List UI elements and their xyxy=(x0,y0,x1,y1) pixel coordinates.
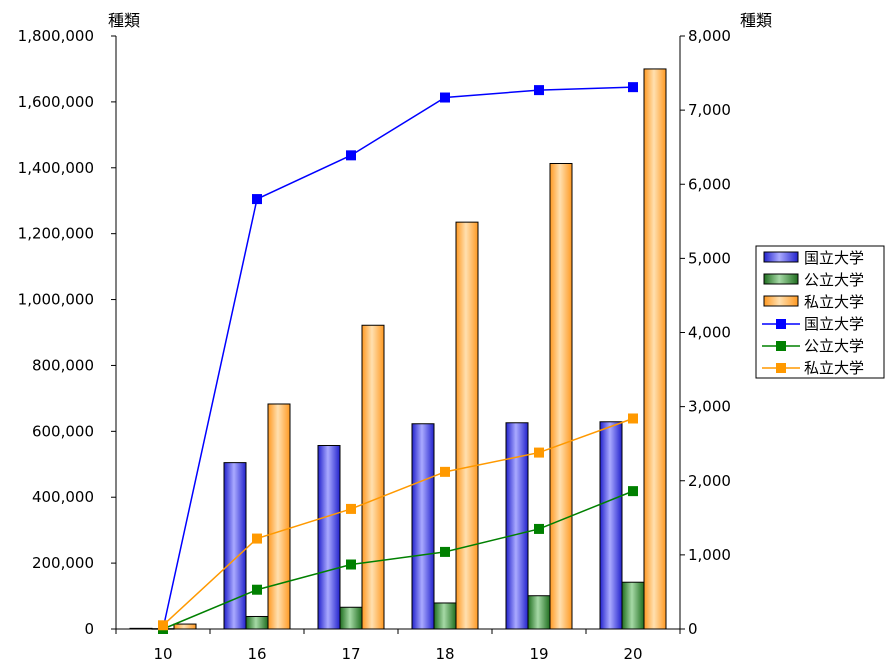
bar-2 xyxy=(245,615,269,630)
line-point-3 xyxy=(628,413,638,424)
bar-2 xyxy=(339,606,363,630)
lines-layer xyxy=(158,82,638,634)
left-tick-label: 400,000 xyxy=(32,488,94,506)
left-tick-label: 1,600,000 xyxy=(18,93,94,111)
x-tick-label: 17 xyxy=(341,645,360,663)
right-tick-label: 1,000 xyxy=(688,546,731,564)
line-point-3 xyxy=(346,503,356,514)
bar-1 xyxy=(129,627,153,630)
bar-1 xyxy=(317,444,341,630)
bar-2 xyxy=(621,581,645,630)
line-series-1 xyxy=(162,86,634,630)
right-axis-unit: 種類 xyxy=(740,11,772,30)
left-tick-label: 800,000 xyxy=(32,356,94,374)
left-tick-label: 600,000 xyxy=(32,422,94,440)
legend-box xyxy=(755,245,885,379)
legend-label: 私立大学 xyxy=(804,359,864,377)
legend-label: 公立大学 xyxy=(804,271,864,289)
bar-3 xyxy=(643,68,667,630)
line-point-2 xyxy=(252,584,262,595)
right-tick-label: 0 xyxy=(688,620,698,638)
axes: 0 200,000 400,000 600,000 800,000 1,000,000 1,… xyxy=(18,11,772,663)
line-point-1 xyxy=(252,194,262,205)
line-point-2 xyxy=(534,523,544,534)
legend-bar-swatch xyxy=(763,295,799,307)
line-point-3 xyxy=(158,620,168,631)
legend-label: 国立大学 xyxy=(804,249,864,267)
legend-bar-swatch xyxy=(763,251,799,263)
left-tick-label: 1,200,000 xyxy=(18,225,94,243)
right-tick-label: 3,000 xyxy=(688,398,731,416)
line-point-1 xyxy=(628,82,638,93)
x-tick-label: 10 xyxy=(153,645,172,663)
right-tick-label: 4,000 xyxy=(688,324,731,342)
legend-bar-swatch xyxy=(763,273,799,285)
bar-3 xyxy=(267,403,291,630)
line-point-2 xyxy=(346,559,356,570)
x-tick-label: 19 xyxy=(529,645,548,663)
line-point-1 xyxy=(534,85,544,96)
line-series-2 xyxy=(162,490,634,630)
bar-3 xyxy=(549,162,573,630)
x-tick-label: 18 xyxy=(435,645,454,663)
right-tick-label: 2,000 xyxy=(688,472,731,490)
bar-3 xyxy=(361,324,385,630)
bar-2 xyxy=(433,602,457,630)
bar-1 xyxy=(223,462,247,630)
legend-marker xyxy=(776,341,786,351)
bars-layer xyxy=(129,68,667,630)
right-tick-label: 5,000 xyxy=(688,249,731,267)
legend-label: 私立大学 xyxy=(804,293,864,311)
left-tick-label: 1,800,000 xyxy=(18,27,94,45)
line-point-1 xyxy=(346,150,356,161)
legend-marker xyxy=(776,319,786,329)
line-point-1 xyxy=(440,92,450,103)
line-point-2 xyxy=(628,486,638,497)
left-axis-unit: 種類 xyxy=(108,11,140,30)
left-tick-label: 1,000,000 xyxy=(18,291,94,309)
bar-3 xyxy=(455,221,479,630)
line-series-3 xyxy=(162,417,634,626)
line-point-3 xyxy=(534,447,544,458)
x-tick-label: 20 xyxy=(623,645,642,663)
left-tick-label: 0 xyxy=(84,620,94,638)
bar-2 xyxy=(527,595,551,630)
legend-label: 公立大学 xyxy=(804,337,864,355)
right-tick-label: 6,000 xyxy=(688,175,731,193)
right-tick-label: 7,000 xyxy=(688,101,731,119)
line-point-2 xyxy=(440,546,450,557)
line-point-3 xyxy=(252,533,262,544)
bar-1 xyxy=(505,422,529,630)
bar-3 xyxy=(173,623,197,630)
x-tick-label: 16 xyxy=(247,645,266,663)
bar-1 xyxy=(411,423,435,630)
left-tick-label: 200,000 xyxy=(32,554,94,572)
legend-marker xyxy=(776,363,786,373)
legend-label: 国立大学 xyxy=(804,315,864,333)
right-tick-label: 8,000 xyxy=(688,27,731,45)
line-point-3 xyxy=(440,466,450,477)
bar-1 xyxy=(599,421,623,630)
left-tick-label: 1,400,000 xyxy=(18,159,94,177)
